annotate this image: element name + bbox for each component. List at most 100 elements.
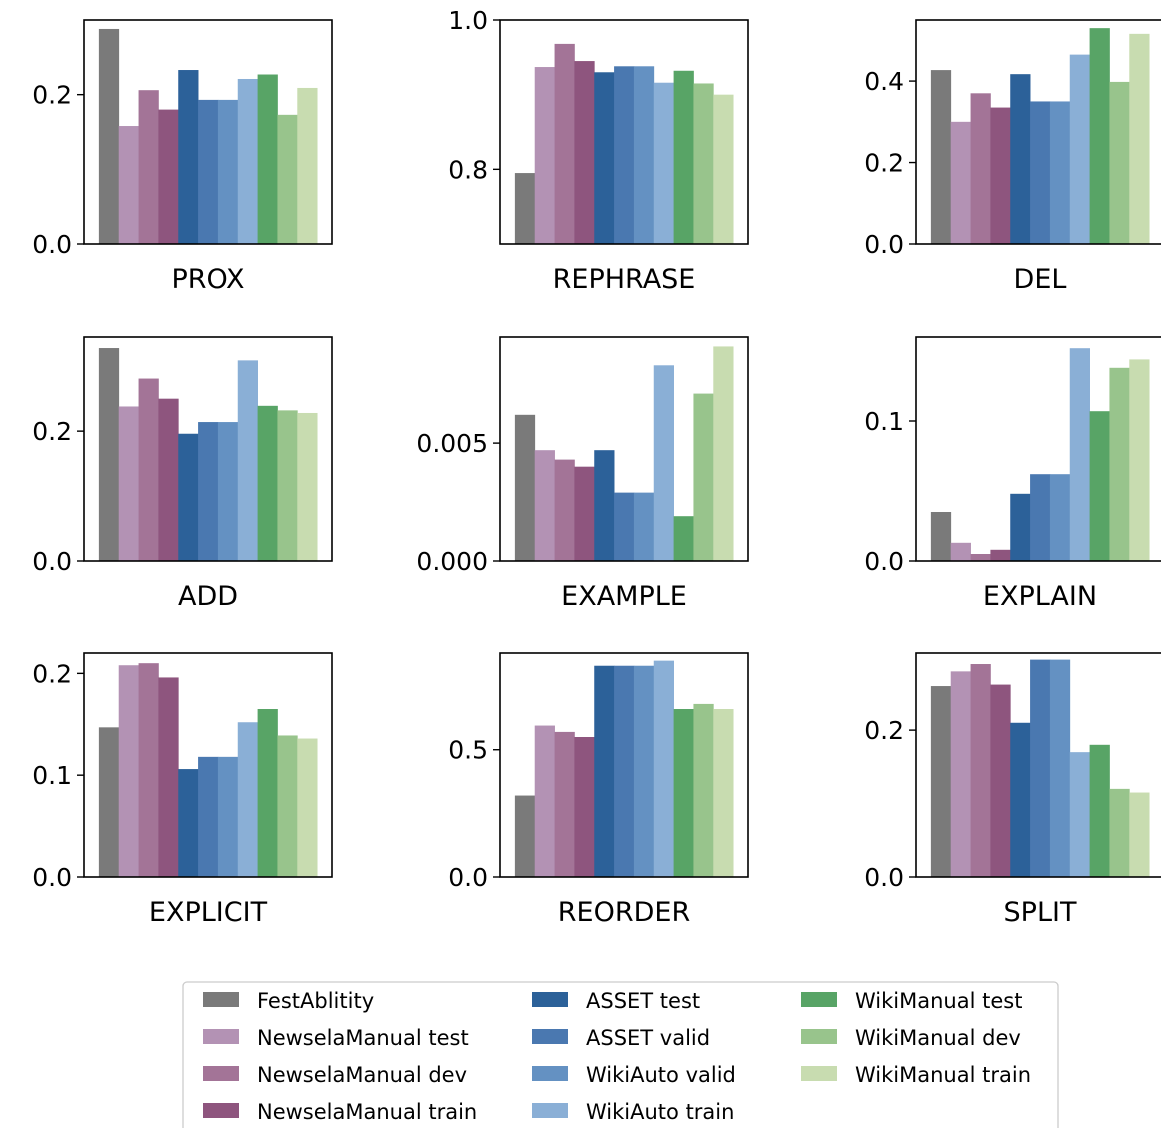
legend-item-wikimanual-test: WikiManual test [801, 989, 1022, 1013]
bar-explain-wikiauto-train [1069, 348, 1090, 561]
bar-prox-newselamanual-test [118, 126, 139, 244]
bar-prox-wikimanual-train [297, 87, 318, 244]
panel-prox: 0.0 0.2 PROX [32, 19, 333, 295]
bar-prox-wikiauto-train [237, 78, 258, 245]
bar-del-wikiauto-valid [1049, 101, 1071, 244]
legend-item-wikimanual-dev: WikiManual dev [801, 1026, 1021, 1050]
panel-example: 0.000 0.005 EXAMPLE [416, 336, 749, 612]
bar-prox-wikimanual-dev [277, 114, 298, 244]
legend-item-newselamanual-test: NewselaManual test [203, 1026, 469, 1050]
bar-example-festablitity [514, 414, 536, 561]
bar-split-wikiauto-train [1069, 752, 1090, 877]
bar-split-wikimanual-dev [1109, 788, 1130, 877]
bar-example-newselamanual-dev [554, 459, 575, 561]
xlabel-reorder: REORDER [558, 897, 690, 928]
axes-frame-add [83, 336, 333, 562]
panel-add: 0.0 0.2 ADD [32, 336, 333, 612]
legend-label-wikimanual-train: WikiManual train [855, 1063, 1031, 1087]
xlabel-explicit: EXPLICIT [149, 897, 268, 928]
xlabel-example: EXAMPLE [561, 581, 687, 612]
bar-explain-newselamanual-train [990, 549, 1011, 561]
bar-explain-asset-valid [1030, 474, 1051, 561]
bar-split-newselamanual-dev [970, 664, 991, 877]
bar-prox-asset-test [178, 70, 199, 244]
ytick-label-reorder-0: 0.0 [448, 863, 488, 892]
bar-del-wikimanual-dev [1109, 81, 1130, 244]
bar-explicit-festablitity [98, 727, 120, 877]
bar-explain-wikimanual-test [1089, 411, 1110, 561]
panel-reorder: 0.0 0.5 REORDER [448, 652, 749, 928]
bar-add-newselamanual-train [158, 398, 179, 561]
bar-explicit-wikiauto-train [237, 722, 258, 877]
legend-swatch-newselamanual-dev [203, 1066, 239, 1081]
legend-item-wikiauto-train: WikiAuto train [532, 1100, 734, 1124]
bar-reorder-asset-valid [614, 665, 635, 877]
bar-example-wikiauto-valid [633, 492, 655, 561]
bar-prox-newselamanual-train [158, 109, 179, 244]
bar-add-newselamanual-dev [138, 378, 159, 561]
ytick-label-explicit-0: 0.0 [32, 863, 72, 892]
axes-frame-split [915, 652, 1161, 878]
bar-explain-newselamanual-test [950, 542, 971, 561]
bar-add-wikimanual-dev [277, 410, 298, 561]
legend-label-newselamanual-test: NewselaManual test [257, 1026, 469, 1050]
axes-frame-explain [915, 336, 1161, 562]
bar-explicit-wikimanual-test [257, 709, 278, 877]
bar-split-asset-valid [1030, 659, 1051, 877]
legend-swatch-wikimanual-train [801, 1066, 837, 1081]
legend-swatch-wikimanual-test [801, 992, 837, 1007]
legend-label-wikiauto-valid: WikiAuto valid [586, 1063, 736, 1087]
panel-del: 0.0 0.2 0.4 DEL [864, 19, 1161, 295]
bar-reorder-asset-test [594, 665, 615, 877]
bar-reorder-newselamanual-train [574, 737, 595, 877]
bar-explain-newselamanual-dev [970, 554, 991, 561]
bar-split-wikimanual-test [1089, 744, 1110, 877]
legend-label-newselamanual-train: NewselaManual train [257, 1100, 477, 1124]
panels-group: 0.00.2PROX0.81.0REPHRASE0.00.20.4DEL0.00… [32, 6, 1161, 928]
legend-swatch-wikiauto-train [532, 1103, 568, 1118]
bar-add-asset-valid [198, 422, 219, 561]
bar-example-newselamanual-test [534, 450, 555, 561]
bar-example-asset-valid [614, 492, 635, 561]
xlabel-del: DEL [1014, 264, 1067, 295]
legend-item-wikiauto-valid: WikiAuto valid [532, 1063, 736, 1087]
bar-add-wikiauto-valid [217, 422, 239, 561]
bar-rephrase-festablitity [514, 173, 536, 244]
legend-swatch-asset-test [532, 992, 568, 1007]
legend-label-asset-valid: ASSET valid [586, 1026, 710, 1050]
bar-rephrase-asset-test [594, 72, 615, 245]
bar-prox-asset-valid [198, 99, 219, 244]
bar-del-newselamanual-test [950, 121, 971, 244]
bar-example-asset-test [594, 450, 615, 561]
bar-reorder-wikiauto-train [653, 660, 674, 877]
bar-reorder-wikimanual-train [713, 709, 734, 877]
bar-reorder-festablitity [514, 795, 536, 877]
ytick-label-add-0: 0.0 [32, 547, 72, 576]
ytick-label-prox-1: 0.2 [32, 81, 72, 110]
ytick-label-reorder-1: 0.5 [448, 736, 488, 765]
legend-swatch-wikiauto-valid [532, 1066, 568, 1081]
bar-rephrase-wikimanual-train [713, 94, 734, 244]
bar-del-wikimanual-train [1129, 33, 1150, 244]
bar-prox-wikimanual-test [257, 74, 278, 244]
bar-explain-wikiauto-valid [1049, 474, 1071, 561]
panel-rephrase: 0.8 1.0 REPHRASE [448, 6, 749, 295]
axes-frame-rephrase [499, 19, 749, 245]
bar-reorder-newselamanual-dev [554, 731, 575, 877]
legend-label-festablitity: FestAblitity [257, 989, 374, 1013]
bar-explicit-asset-test [178, 769, 199, 877]
bar-explicit-wikiauto-valid [217, 756, 239, 877]
bar-split-festablitity [930, 686, 952, 877]
bar-del-wikimanual-test [1089, 28, 1110, 245]
bar-add-festablitity [98, 348, 120, 561]
bar-example-wikiauto-train [653, 365, 674, 561]
bar-prox-wikiauto-valid [217, 99, 239, 244]
legend-label-newselamanual-dev: NewselaManual dev [257, 1063, 467, 1087]
xlabel-rephrase: REPHRASE [553, 264, 696, 295]
ytick-label-explain-0: 0.0 [864, 547, 904, 576]
legend-swatch-newselamanual-test [203, 1029, 239, 1044]
bar-explicit-newselamanual-dev [138, 663, 159, 877]
bar-del-asset-test [1010, 74, 1031, 244]
legend-item-asset-valid: ASSET valid [532, 1026, 710, 1050]
ytick-label-example-0: 0.000 [416, 547, 488, 576]
